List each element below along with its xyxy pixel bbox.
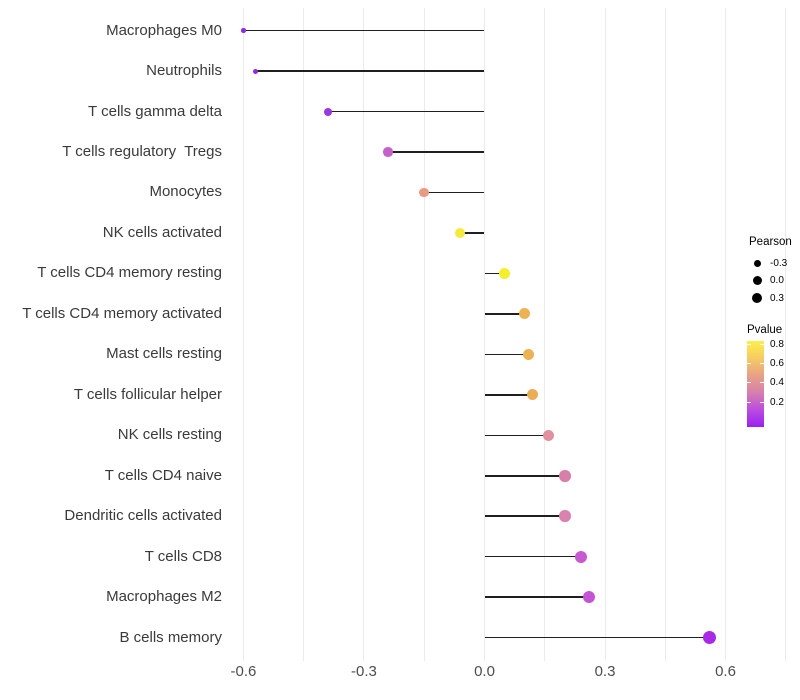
- category-label: T cells CD8: [144, 547, 222, 565]
- gridline: [423, 8, 425, 661]
- colorbar-tick-label: 0.2: [770, 397, 784, 409]
- data-point: [702, 630, 717, 645]
- size-legend-dot: [753, 259, 761, 267]
- lollipop-stem: [424, 191, 485, 194]
- data-point: [323, 107, 332, 116]
- lollipop-stem: [243, 29, 485, 32]
- colorbar-tick: [747, 402, 751, 404]
- data-point: [241, 28, 246, 33]
- lollipop-stem: [388, 151, 485, 153]
- colorbar-tick: [747, 382, 751, 384]
- category-label: Macrophages M2: [106, 588, 222, 606]
- lollipop-stem: [484, 555, 581, 558]
- data-point: [523, 348, 535, 360]
- colorbar-tick-label: 0.6: [770, 358, 784, 370]
- colorbar-tick: [760, 382, 764, 384]
- data-point: [498, 267, 511, 280]
- category-label: T cells CD4 memory resting: [37, 264, 222, 282]
- category-label: B cells memory: [119, 628, 222, 646]
- x-tick-label: -0.6: [230, 663, 257, 680]
- data-point: [455, 227, 466, 238]
- data-point: [559, 470, 571, 482]
- pvalue-colorbar: [747, 341, 764, 427]
- size-legend-label: 0.3: [770, 292, 784, 304]
- x-tick-label: 0.0: [474, 663, 495, 680]
- data-point: [527, 389, 539, 401]
- gridline: [785, 8, 787, 661]
- category-label: Macrophages M0: [106, 21, 222, 39]
- gridline: [484, 8, 485, 661]
- data-point: [519, 308, 531, 320]
- size-legend-label: 0.0: [770, 275, 784, 286]
- category-label: Mast cells resting: [106, 345, 222, 363]
- category-label: NK cells resting: [117, 426, 222, 444]
- gridline: [242, 8, 244, 661]
- lollipop-stem: [484, 596, 589, 598]
- data-point: [559, 510, 571, 522]
- lollipop-stem: [484, 515, 565, 517]
- colorbar-tick: [747, 343, 751, 345]
- colorbar-tick-label: 0.8: [770, 338, 784, 350]
- data-point: [419, 187, 429, 198]
- lollipop-stem: [484, 475, 565, 477]
- category-label: T cells CD4 memory activated: [22, 304, 222, 322]
- gridline: [363, 8, 365, 661]
- color-legend-title: Pvalue: [747, 324, 783, 336]
- data-point: [253, 68, 259, 74]
- lollipop-stem: [255, 70, 485, 72]
- category-label: T cells regulatory Tregs: [62, 143, 222, 160]
- size-legend-label: -0.3: [770, 257, 788, 269]
- colorbar-tick-label: 0.4: [770, 377, 784, 389]
- lollipop-stem: [484, 272, 505, 275]
- data-point: [543, 429, 555, 441]
- category-label: T cells gamma delta: [88, 102, 222, 120]
- gridline: [544, 8, 546, 661]
- category-label: T cells CD4 naive: [104, 466, 222, 484]
- lollipop-stem: [460, 232, 485, 234]
- data-point: [383, 147, 393, 157]
- lollipop-stem: [484, 353, 529, 356]
- lollipop-stem: [484, 394, 533, 396]
- lollipop-stem: [484, 636, 710, 639]
- size-legend-dot: [752, 276, 762, 285]
- gridline: [604, 8, 606, 661]
- category-label: T cells follicular helper: [73, 385, 222, 403]
- size-legend-title: Pearson: [749, 236, 792, 248]
- lollipop-stem: [484, 434, 549, 437]
- x-tick-label: -0.3: [351, 663, 377, 680]
- category-label: Neutrophils: [146, 62, 222, 80]
- x-tick-label: 0.6: [715, 663, 736, 680]
- colorbar-tick: [747, 363, 751, 365]
- category-label: Monocytes: [149, 183, 222, 201]
- colorbar-tick: [760, 343, 764, 345]
- gridline: [664, 8, 666, 661]
- gridline: [303, 8, 305, 661]
- colorbar-tick: [760, 363, 764, 365]
- category-label: NK cells activated: [102, 223, 222, 241]
- x-tick-label: 0.3: [594, 663, 616, 680]
- category-label: Dendritic cells activated: [64, 507, 222, 525]
- data-point: [582, 590, 596, 604]
- colorbar-tick: [760, 402, 764, 404]
- gridline: [725, 8, 727, 661]
- lollipop-stem: [327, 110, 485, 113]
- data-point: [574, 550, 587, 563]
- lollipop-stem: [484, 313, 525, 315]
- size-legend-dot: [751, 292, 763, 304]
